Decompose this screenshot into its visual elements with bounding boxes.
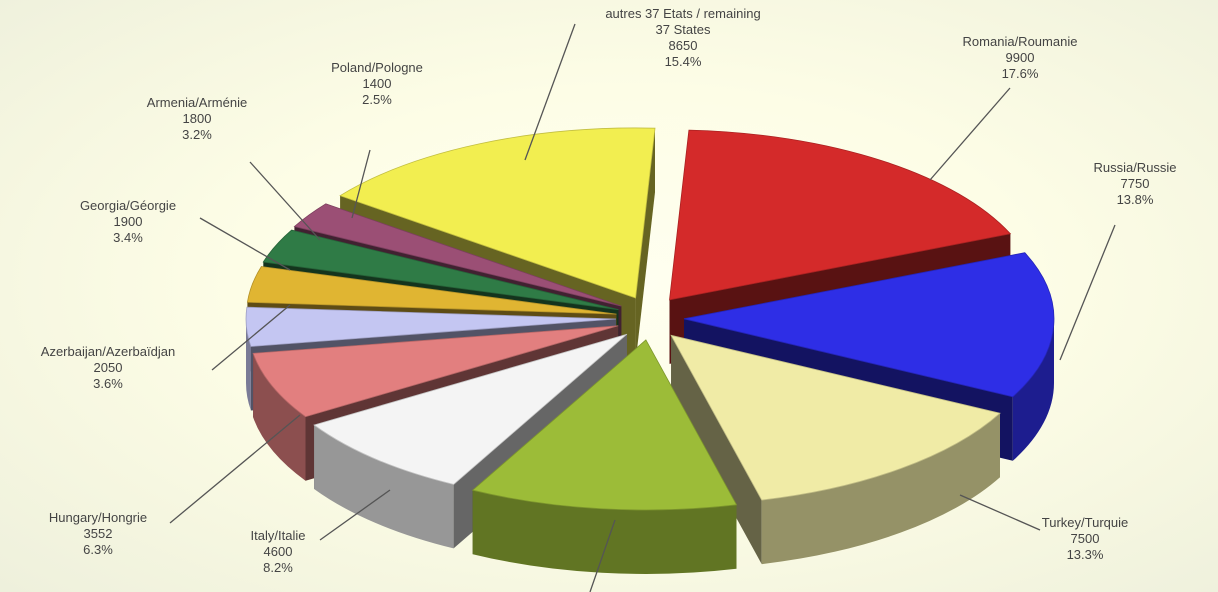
pie-slice-cut-face — [671, 335, 762, 565]
leader-line — [249, 161, 321, 241]
leader-lines — [169, 23, 1116, 592]
leader-line — [199, 217, 291, 271]
slice-label: Russia/Russie 7750 13.8% — [1093, 160, 1176, 207]
leader-line — [319, 489, 391, 541]
pie-slice-side — [472, 490, 737, 574]
slice-label: Azerbaijan/Azerbaïdjan 2050 3.6% — [41, 344, 175, 391]
slice-label: Poland/Pologne 1400 2.5% — [331, 60, 423, 107]
pie-slice-top — [471, 339, 738, 511]
leader-line — [351, 149, 371, 219]
leader-line — [524, 23, 576, 161]
pie-slice-top — [683, 252, 1055, 398]
leader-line — [211, 304, 291, 371]
pie-slices — [245, 127, 1055, 574]
pie-slice-side — [1012, 318, 1054, 461]
slice-label: autres 37 Etats / remaining 37 States 8650… — [605, 6, 760, 69]
pie-slice-top — [670, 334, 1001, 501]
leader-line — [169, 414, 301, 524]
pie-slice-top — [293, 203, 622, 307]
leader-line — [1059, 224, 1116, 361]
slice-label: Armenia/Arménie 1800 3.2% — [147, 95, 247, 142]
leader-line — [929, 87, 1011, 181]
pie-slice-top — [313, 333, 628, 485]
slice-label: Italy/Italie 4600 8.2% — [251, 528, 306, 575]
pie-slice-side — [253, 353, 306, 481]
pie-slice-top — [262, 229, 619, 311]
slice-label: Georgia/Géorgie 1900 3.4% — [80, 198, 176, 245]
pie-slice-top — [246, 266, 617, 315]
pie-slice — [670, 334, 1001, 565]
pie-slice-side — [761, 413, 1000, 565]
pie-slice — [471, 339, 738, 574]
pie-slice-side — [314, 425, 454, 549]
slice-label: Hungary/Hongrie 3552 6.3% — [49, 510, 147, 557]
leader-line — [959, 494, 1041, 531]
leader-line — [589, 519, 616, 592]
pie-slice-top — [669, 129, 1012, 301]
slice-label: Romania/Roumanie 9900 17.6% — [963, 34, 1078, 81]
pie-slice-top — [339, 127, 656, 299]
slice-label: Turkey/Turquie 7500 13.3% — [1042, 515, 1128, 562]
slice-labels: Romania/Roumanie 9900 17.6% Russia/Russie 77… — [41, 6, 1177, 575]
pie-slice-cut-face — [635, 128, 655, 362]
pie-slice-top — [245, 306, 617, 347]
pie-slice-side — [246, 319, 251, 411]
pie-slice-top — [252, 325, 619, 418]
